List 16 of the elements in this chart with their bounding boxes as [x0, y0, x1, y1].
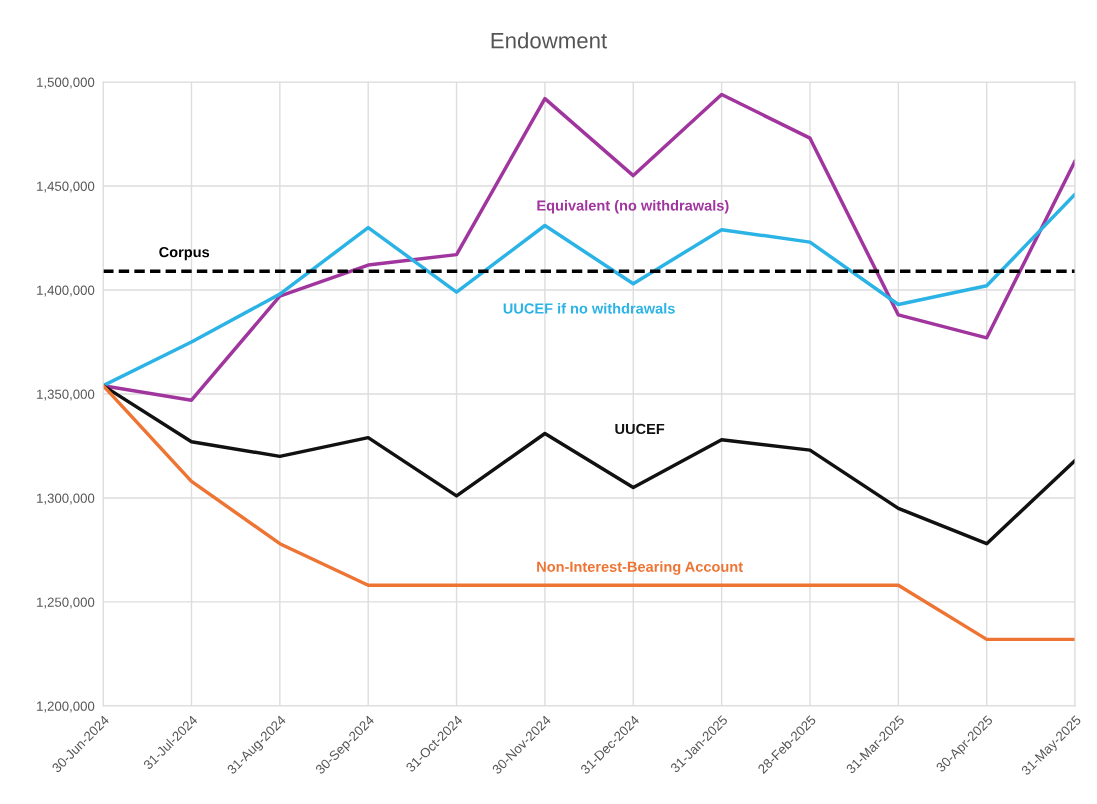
y-tick-label: 1,300,000 — [37, 493, 95, 505]
line-series — [103, 192, 1076, 388]
ref-line-label: Corpus — [159, 246, 210, 261]
y-tick-label: 1,500,000 — [37, 77, 95, 89]
y-tick-label: 1,200,000 — [37, 701, 95, 713]
y-tick-label: 1,350,000 — [37, 389, 95, 401]
y-tick-label: 1,450,000 — [37, 181, 95, 193]
y-tick-label: 1,400,000 — [37, 285, 95, 297]
y-tick-label: 1,250,000 — [37, 597, 95, 609]
line-series — [103, 383, 1076, 546]
text: UUCEF if no withdrawals — [503, 302, 675, 314]
text: Equivalent (no withdrawals) — [537, 199, 729, 214]
text: UUCEF — [615, 423, 665, 435]
series-label: Non-Interest-Bearing Account — [537, 561, 743, 575]
line-series — [103, 383, 1076, 642]
chart-title: Endowment — [491, 32, 608, 49]
